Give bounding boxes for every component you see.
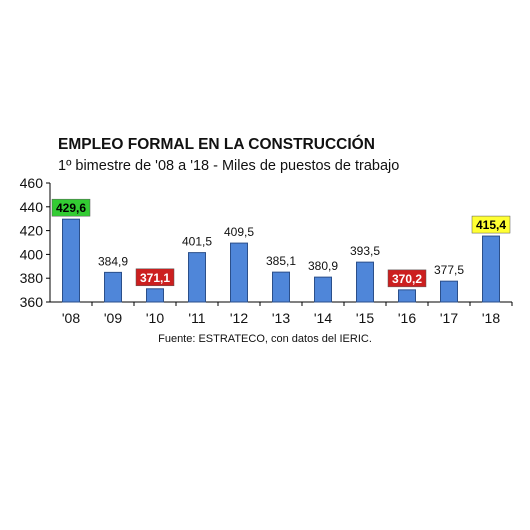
data-label: 380,9 [308,259,338,273]
x-tick-label: '08 [62,310,80,326]
data-label: 429,6 [56,201,86,215]
x-tick-label: '18 [482,310,500,326]
bar [188,252,206,303]
bar [356,261,374,303]
data-label: 415,4 [476,218,506,232]
data-label: 401,5 [182,235,212,249]
data-label: 384,9 [98,254,128,268]
x-tick-label: '14 [314,310,332,326]
data-label-highlight [387,269,427,288]
data-label: 385,1 [266,254,296,268]
bar [314,276,332,303]
y-tick-label: 440 [20,199,44,215]
x-tick-label: '10 [146,310,164,326]
data-label: 393,5 [350,244,380,258]
y-tick-label: 360 [20,294,44,310]
data-label: 370,2 [392,272,422,286]
y-tick-label: 420 [20,223,44,239]
x-tick-label: '12 [230,310,248,326]
data-label: 377,5 [434,263,464,277]
data-label: 371,1 [140,271,170,285]
bar [230,242,248,303]
x-tick-label: '17 [440,310,458,326]
bar [62,218,80,303]
chart-subtitle: 1º bimestre de '08 a '18 - Miles de pues… [58,158,400,174]
x-tick-label: '13 [272,310,290,326]
y-tick-label: 400 [20,246,44,262]
x-tick-label: '15 [356,310,374,326]
chart-source: Fuente: ESTRATECO, con datos del IERIC. [158,333,372,345]
y-tick-label: 380 [20,270,44,286]
bar [398,289,416,303]
data-label: 409,5 [224,225,254,239]
bar [104,271,122,303]
data-label-highlight [471,215,511,234]
x-tick-label: '16 [398,310,416,326]
chart-title: EMPLEO FORMAL EN LA CONSTRUCCIÓN [58,136,375,153]
x-tick-label: '11 [188,310,205,326]
x-tick-label: '09 [104,310,122,326]
data-label-highlight [51,198,91,217]
bar [272,271,290,303]
bar [440,280,458,303]
data-label-highlight [135,268,175,287]
bar [482,235,500,303]
y-tick-label: 460 [20,175,44,191]
bar [146,288,164,303]
